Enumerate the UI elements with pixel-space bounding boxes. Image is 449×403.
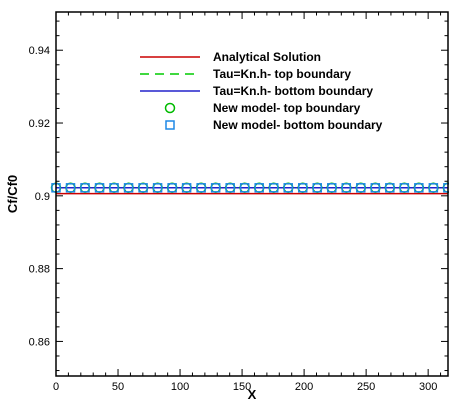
square-marker xyxy=(356,183,366,193)
legend-label-tau-bottom: Tau=Kn.h- bottom boundary xyxy=(213,84,373,98)
marker-layer xyxy=(50,182,449,194)
x-tick-label: 150 xyxy=(233,381,251,393)
square-marker xyxy=(327,183,337,193)
legend-label-new-top: New model- top boundary xyxy=(213,101,361,115)
plot-frame xyxy=(55,11,449,377)
y-tick-label: 0.92 xyxy=(29,118,50,130)
square-marker xyxy=(312,183,323,193)
x-tick-label: 50 xyxy=(112,381,124,393)
legend-label-new-bottom: New model- bottom boundary xyxy=(213,118,383,132)
legend: Analytical Solution Tau=Kn.h- top bounda… xyxy=(140,50,383,132)
square-marker xyxy=(414,183,424,193)
square-marker xyxy=(385,183,395,193)
legend-label-tau-top: Tau=Kn.h- top boundary xyxy=(213,67,351,81)
square-marker xyxy=(297,183,308,193)
x-tick-label: 300 xyxy=(419,381,437,393)
x-tick-label: 200 xyxy=(295,381,313,393)
square-marker xyxy=(428,183,439,193)
square-marker xyxy=(123,183,134,193)
x-axis-title: X xyxy=(248,387,257,402)
y-tick-label: 0.86 xyxy=(29,336,50,348)
y-tick-label: 0.94 xyxy=(29,45,50,57)
square-marker xyxy=(239,183,250,193)
x-tick-label: 100 xyxy=(171,381,189,393)
square-marker xyxy=(268,183,279,193)
square-marker xyxy=(254,183,264,193)
square-marker xyxy=(283,183,293,193)
square-marker xyxy=(370,183,381,193)
x-tick-label: 250 xyxy=(357,381,375,393)
square-marker xyxy=(80,183,90,193)
legend-swatch-new-bottom xyxy=(165,120,175,130)
square-marker xyxy=(152,183,163,193)
tick-layer: 0 50 100 150 200 250 300 0.86 0.88 0.9 0.92 0.94 xyxy=(29,12,448,393)
legend-swatch-new-top xyxy=(164,102,176,114)
square-marker xyxy=(65,183,76,193)
square-marker xyxy=(399,183,410,193)
square-marker xyxy=(167,183,177,193)
square-marker xyxy=(196,183,206,193)
legend-label-analytical: Analytical Solution xyxy=(213,50,321,64)
square-marker xyxy=(181,183,192,193)
y-tick-label: 0.9 xyxy=(35,191,50,203)
square-marker xyxy=(109,183,119,193)
x-tick-label: 0 xyxy=(53,381,59,393)
series-layer xyxy=(56,187,448,195)
square-marker xyxy=(138,183,148,193)
square-marker xyxy=(94,183,105,193)
square-marker xyxy=(225,183,235,193)
square-marker xyxy=(210,183,221,193)
y-axis-title: Cf/Cf0 xyxy=(5,175,20,213)
square-marker xyxy=(341,183,352,193)
y-tick-label: 0.88 xyxy=(29,264,50,276)
